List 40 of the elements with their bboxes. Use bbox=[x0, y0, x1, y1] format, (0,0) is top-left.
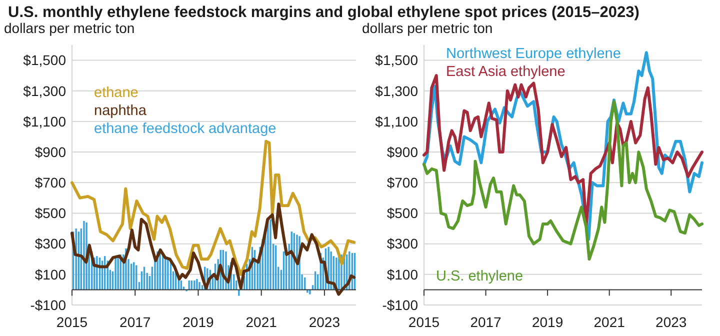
y-tick-label: $1,100 bbox=[375, 113, 418, 130]
x-tick-label: 2017 bbox=[470, 314, 502, 330]
x-tick-label: 2023 bbox=[656, 314, 687, 330]
y-tick-label: $100 bbox=[34, 266, 66, 282]
text: ethane feedstock advantage bbox=[94, 121, 276, 137]
y-tick-label: $100 bbox=[386, 266, 418, 282]
y-tick-label: $1,300 bbox=[375, 82, 418, 99]
y-tick-label: $300 bbox=[386, 236, 418, 252]
y-tick-label: $500 bbox=[34, 205, 66, 222]
series-label: East Asia ethylene bbox=[446, 64, 566, 80]
y-tick-label: $1,300 bbox=[23, 82, 66, 99]
x-tick-label: 2015 bbox=[408, 314, 440, 330]
text: naphtha bbox=[94, 103, 148, 119]
y-tick-label: $900 bbox=[386, 144, 418, 160]
y-tick-label: $1,500 bbox=[23, 52, 66, 68]
line-series bbox=[422, 100, 704, 261]
y-tick-label: $1,100 bbox=[23, 113, 66, 130]
line-series bbox=[70, 140, 356, 276]
x-tick-label: 2017 bbox=[120, 314, 151, 330]
x-tick-label: 2019 bbox=[182, 314, 214, 330]
line-series bbox=[70, 202, 356, 296]
y-tick-label: $500 bbox=[386, 205, 418, 222]
chart-title: U.S. monthly ethylene feedstock margins and global ethylene spot prices (2015–2023) bbox=[8, 4, 640, 21]
y-tick-label: $1,500 bbox=[375, 52, 418, 68]
y-tick-label: -$100 bbox=[30, 296, 66, 313]
series-label: U.S. ethylene bbox=[436, 268, 524, 284]
y-tick-label: $300 bbox=[34, 236, 66, 252]
x-tick-label: 2021 bbox=[594, 314, 626, 330]
series-label: Northwest Europe ethylene bbox=[446, 46, 621, 62]
text: ethane bbox=[94, 85, 138, 101]
x-tick-label: 2021 bbox=[246, 314, 278, 330]
x-tick-label: 2015 bbox=[56, 314, 88, 330]
x-tick-label: 2023 bbox=[308, 314, 340, 330]
y-tick-label: -$100 bbox=[382, 296, 418, 313]
x-tick-label: 2019 bbox=[532, 314, 564, 330]
y-tick-label: $700 bbox=[386, 174, 418, 191]
y-tick-label: $700 bbox=[34, 174, 66, 191]
y-axis-title: dollars per metric ton bbox=[4, 20, 135, 36]
y-tick-label: $900 bbox=[34, 144, 66, 160]
y-axis-title: dollars per metric ton bbox=[362, 20, 493, 36]
